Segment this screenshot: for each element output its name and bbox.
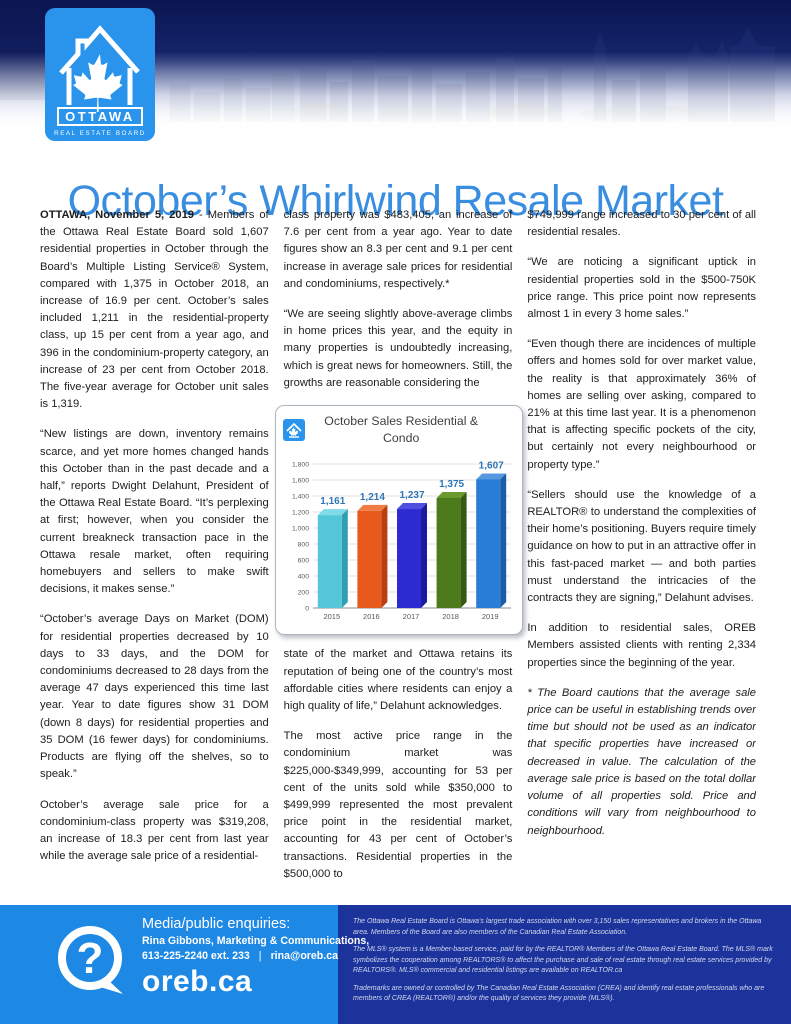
svg-text:600: 600 xyxy=(297,558,309,565)
paragraph: “Even though there are incidences of mul… xyxy=(527,338,756,471)
legal-paragraph: The Ottawa Real Estate Board is Ottawa's… xyxy=(353,918,762,936)
svg-text:2015: 2015 xyxy=(323,612,340,621)
svg-text:2016: 2016 xyxy=(363,612,380,621)
page-title: October’s Whirlwind Resale Market xyxy=(67,176,724,225)
paragraph-dateline: OTTAWA, November 5, 2019 - Members of th… xyxy=(40,209,269,411)
enquiries-heading: Media/public enquiries: xyxy=(142,916,291,932)
paragraph: The most active price range in the condo… xyxy=(283,730,513,880)
svg-text:800: 800 xyxy=(297,542,309,549)
svg-text:1,237: 1,237 xyxy=(399,490,424,501)
svg-text:1,400: 1,400 xyxy=(292,494,309,501)
separator: | xyxy=(258,950,262,962)
dateline: OTTAWA, November 5, 2019 xyxy=(40,209,195,221)
chart-oreb-logo-icon xyxy=(282,419,305,442)
svg-text:200: 200 xyxy=(297,590,309,597)
svg-text:1,000: 1,000 xyxy=(292,526,309,533)
paragraph: $749,999 range increased to 30 per cent … xyxy=(527,209,756,239)
chart-header: October Sales Residential & Condo xyxy=(276,411,522,447)
svg-text:1,214: 1,214 xyxy=(360,492,385,503)
paragraph: October’s average sale price for a condo… xyxy=(40,798,269,863)
paragraph: “We are noticing a significant uptick in… xyxy=(527,256,756,321)
logo-city-label: OTTAWA xyxy=(65,109,135,124)
website-link[interactable]: oreb.ca xyxy=(142,965,253,998)
svg-text:1,607: 1,607 xyxy=(478,461,503,472)
contact-phone: 613-225-2240 ext. 233 xyxy=(142,950,250,962)
svg-text:2018: 2018 xyxy=(442,612,459,621)
svg-text:1,800: 1,800 xyxy=(292,462,309,469)
logo-subtitle-label: REAL ESTATE BOARD xyxy=(54,130,146,137)
question-bubble-icon: ? xyxy=(58,926,123,994)
paragraph: “Sellers should use the knowledge of a R… xyxy=(527,488,756,605)
legal-paragraph: The MLS® system is a Member-based servic… xyxy=(353,946,773,974)
svg-text:?: ? xyxy=(77,934,104,983)
svg-text:0: 0 xyxy=(305,606,309,613)
column-3: $749,999 range increased to 30 per cent … xyxy=(527,207,756,905)
svg-text:400: 400 xyxy=(297,574,309,581)
house-maple-leaf-icon xyxy=(59,25,140,112)
paragraph: “October’s average Days on Market (DOM) … xyxy=(40,613,269,781)
column-1: OTTAWA, November 5, 2019 - Members of th… xyxy=(40,207,269,905)
chart-title: October Sales Residential & Condo xyxy=(324,414,479,446)
footer-contact-panel: ? Media/public enquiries: Rina Gibbons, … xyxy=(0,905,369,1024)
paragraph: class property was $483,405, an increase… xyxy=(283,209,513,290)
svg-text:1,161: 1,161 xyxy=(320,497,345,508)
legal-paragraph: Trademarks are owned or controlled by Th… xyxy=(353,984,765,1003)
svg-text:1,200: 1,200 xyxy=(292,510,309,517)
paragraph: “We are seeing slightly above-average cl… xyxy=(283,308,513,389)
footer: ? Media/public enquiries: Rina Gibbons, … xyxy=(0,905,791,1024)
paragraph: “New listings are down, inventory remain… xyxy=(40,428,269,596)
svg-text:2019: 2019 xyxy=(482,612,499,621)
svg-text:1,600: 1,600 xyxy=(292,478,309,485)
contact-name: Rina Gibbons, Marketing & Communications… xyxy=(142,935,370,947)
contact-block: Media/public enquiries: Rina Gibbons, Ma… xyxy=(142,916,369,999)
chart-plot: 0 200 400 600 800 1,000 1,200 1,400 1,600 1,800 1,… xyxy=(292,461,511,621)
oreb-logo: OTTAWA REAL ESTATE BOARD xyxy=(45,8,155,141)
paragraph: In addition to residential sales, OREB M… xyxy=(527,622,756,669)
footer-legal-panel: The Ottawa Real Estate Board is Ottawa's… xyxy=(338,905,791,1024)
column-2: class property was $483,405, an increase… xyxy=(274,207,523,905)
contact-phone-email: 613-225-2240 ext. 233 | rina@oreb.ca xyxy=(142,950,369,962)
sales-chart-card: October Sales Residential & Condo 0 200 40… xyxy=(274,405,523,636)
article-body: OTTAWA, November 5, 2019 - Members of th… xyxy=(40,207,756,905)
header-banner: OTTAWA REAL ESTATE BOARD xyxy=(0,0,791,141)
contact-email-link[interactable]: rina@oreb.ca xyxy=(270,950,339,962)
paragraph: state of the market and Ottawa retains i… xyxy=(283,648,513,713)
svg-text:1,375: 1,375 xyxy=(439,479,464,490)
board-caution-note: * The Board cautions that the average sa… xyxy=(527,686,756,837)
svg-text:2017: 2017 xyxy=(402,612,419,621)
